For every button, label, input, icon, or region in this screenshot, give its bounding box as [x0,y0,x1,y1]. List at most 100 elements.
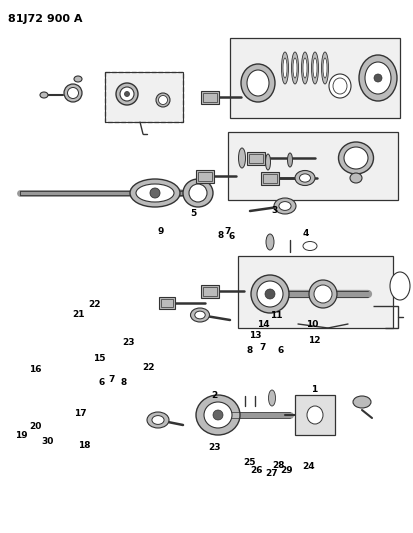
Bar [196,169,214,182]
Ellipse shape [116,83,138,105]
Ellipse shape [274,198,296,214]
Text: 9: 9 [157,228,164,236]
Text: 17: 17 [74,409,87,417]
Ellipse shape [189,184,207,202]
Ellipse shape [257,281,283,307]
Ellipse shape [374,74,382,82]
Ellipse shape [190,308,209,322]
Text: 19: 19 [15,432,28,440]
Text: 27: 27 [266,469,278,478]
Ellipse shape [152,416,164,424]
Ellipse shape [130,179,180,207]
Ellipse shape [159,95,168,104]
Ellipse shape [390,272,410,300]
Ellipse shape [313,58,317,78]
Bar [105,72,183,122]
Text: 81J72 900 A: 81J72 900 A [8,14,83,24]
Ellipse shape [150,188,160,198]
Bar [247,151,265,165]
Text: 7: 7 [224,228,230,236]
Bar [203,93,217,101]
Ellipse shape [299,174,311,182]
Text: 2: 2 [211,391,217,400]
Text: 20: 20 [29,422,41,431]
Ellipse shape [74,76,82,82]
Text: 7: 7 [108,375,115,384]
Text: 6: 6 [98,378,104,387]
Ellipse shape [147,412,169,428]
Ellipse shape [365,62,391,94]
Bar [203,287,217,295]
Ellipse shape [196,395,240,435]
Bar [201,285,219,297]
Text: 22: 22 [142,364,155,372]
Ellipse shape [64,84,82,102]
Text: 5: 5 [190,209,197,217]
Text: 22: 22 [89,301,101,309]
Text: 1: 1 [311,385,317,393]
Text: 12: 12 [308,336,320,344]
Ellipse shape [295,171,315,185]
Ellipse shape [136,184,174,202]
Text: 28: 28 [273,462,285,470]
Ellipse shape [204,402,232,428]
Ellipse shape [282,52,289,84]
Ellipse shape [156,93,170,107]
Ellipse shape [292,52,299,84]
Ellipse shape [287,153,292,167]
Bar [198,172,212,181]
Ellipse shape [350,173,362,183]
Text: 14: 14 [257,320,270,328]
Text: 26: 26 [250,466,262,474]
Ellipse shape [293,58,297,78]
Ellipse shape [323,58,327,78]
Bar [161,299,173,307]
Text: 13: 13 [249,332,261,340]
Bar [201,91,219,103]
Text: 15: 15 [93,354,105,362]
Ellipse shape [268,390,275,406]
Text: 6: 6 [229,232,235,240]
Text: 23: 23 [122,338,134,346]
Bar [295,395,335,435]
Ellipse shape [303,58,307,78]
Ellipse shape [353,396,371,408]
Text: 18: 18 [78,441,91,449]
Ellipse shape [301,52,309,84]
Text: 24: 24 [303,463,315,471]
Ellipse shape [307,406,323,424]
Ellipse shape [120,87,134,101]
Text: 21: 21 [72,310,85,319]
Ellipse shape [279,201,291,211]
Text: 16: 16 [29,365,41,374]
Ellipse shape [124,92,130,96]
Text: 3: 3 [271,206,278,215]
Bar [261,172,279,184]
Text: 7: 7 [259,343,266,352]
Ellipse shape [314,285,332,303]
Text: 10: 10 [306,320,318,328]
Ellipse shape [344,147,368,169]
Bar [105,72,183,122]
Text: 8: 8 [218,231,224,240]
Ellipse shape [195,311,205,319]
Ellipse shape [283,58,287,78]
Text: 11: 11 [270,311,282,320]
Ellipse shape [266,234,274,250]
Text: 23: 23 [209,443,221,452]
Bar [228,132,398,200]
Ellipse shape [266,154,271,170]
Ellipse shape [333,78,347,94]
Ellipse shape [67,87,78,99]
Ellipse shape [213,410,223,420]
Text: 4: 4 [302,229,309,238]
Ellipse shape [339,142,373,174]
Text: 30: 30 [41,437,54,446]
Ellipse shape [183,179,213,207]
Ellipse shape [251,275,289,313]
Ellipse shape [359,55,397,101]
Text: 25: 25 [243,458,255,467]
Ellipse shape [238,148,245,168]
Ellipse shape [303,241,317,251]
Bar [230,38,400,118]
